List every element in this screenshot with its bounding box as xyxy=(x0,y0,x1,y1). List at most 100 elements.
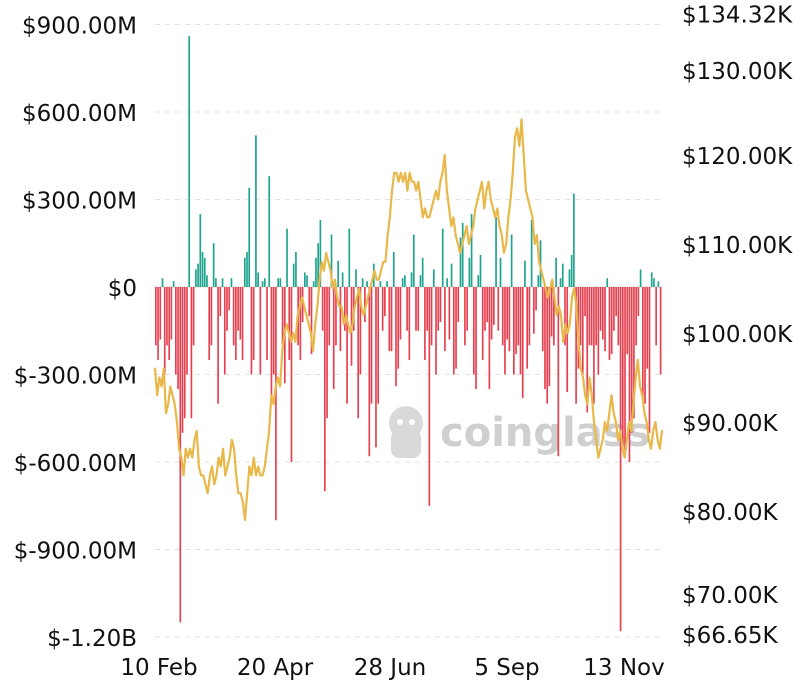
outflow-bar xyxy=(635,287,637,346)
outflow-bar xyxy=(444,287,446,352)
inflow-bar xyxy=(477,275,480,287)
right-tick-label: $80.00K xyxy=(682,500,778,526)
outflow-bar xyxy=(364,287,366,322)
inflow-bar xyxy=(573,193,575,287)
outflow-bar xyxy=(157,287,159,360)
outflow-bar xyxy=(381,287,384,331)
outflow-bar xyxy=(504,287,506,375)
outflow-bar xyxy=(633,287,635,419)
outflow-bar xyxy=(564,287,566,346)
inflow-bar xyxy=(461,222,464,287)
inflow-bar xyxy=(392,252,395,287)
inflow-bar xyxy=(468,257,471,287)
inflow-bar xyxy=(348,228,351,287)
left-tick-label: $600.00M xyxy=(22,101,137,127)
outflow-bar xyxy=(290,287,293,462)
inflow-bar xyxy=(161,278,164,287)
outflow-bar xyxy=(557,287,560,457)
outflow-bar xyxy=(595,287,597,346)
inflow-bar xyxy=(286,228,288,287)
left-tick-label: $900.00M xyxy=(22,14,137,40)
inflow-bar xyxy=(243,257,246,287)
outflow-bar xyxy=(252,287,255,360)
outflow-bar xyxy=(484,287,486,331)
outflow-bar xyxy=(357,287,360,419)
outflow-bar xyxy=(181,287,184,433)
left-tick-label: $-600.00M xyxy=(14,451,137,477)
outflow-bar xyxy=(339,287,342,352)
outflow-bar xyxy=(217,287,219,404)
inflow-bar xyxy=(568,269,571,287)
outflow-bar xyxy=(272,287,275,375)
outflow-bar xyxy=(301,287,304,322)
outflow-bar xyxy=(466,287,468,331)
outflow-bar xyxy=(513,287,515,375)
inflow-bar xyxy=(188,36,191,287)
inflow-bar xyxy=(495,217,497,287)
outflow-bar xyxy=(604,287,606,352)
right-tick-label: $90.00K xyxy=(682,411,778,437)
outflow-bar xyxy=(370,287,373,404)
outflow-bar xyxy=(455,287,457,369)
outflow-bar xyxy=(437,287,440,331)
x-tick-label: 10 Feb xyxy=(120,655,197,681)
outflow-bar xyxy=(533,287,535,334)
outflow-bar xyxy=(399,287,402,340)
outflow-bar xyxy=(486,287,488,322)
inflow-bar xyxy=(248,187,251,287)
outflow-bar xyxy=(508,287,511,352)
outflow-bar xyxy=(237,287,239,331)
outflow-bar xyxy=(368,287,371,457)
outflow-bar xyxy=(275,287,277,521)
outflow-bar xyxy=(166,287,168,346)
inflow-bar xyxy=(421,257,424,287)
left-tick-label: $300.00M xyxy=(22,189,137,215)
outflow-bar xyxy=(308,287,311,317)
outflow-bar xyxy=(192,287,195,346)
outflow-bar xyxy=(332,287,335,390)
outflow-bar xyxy=(586,287,589,413)
outflow-bar xyxy=(397,287,400,369)
outflow-bar xyxy=(241,287,244,360)
outflow-bar xyxy=(346,287,348,404)
outflow-bar xyxy=(613,287,615,331)
outflow-bar xyxy=(521,287,524,398)
inflow-bar xyxy=(203,257,206,287)
inflow-bar xyxy=(510,234,513,287)
outflow-bar xyxy=(617,287,620,346)
inflow-bar xyxy=(279,278,282,287)
outflow-bar xyxy=(175,287,177,375)
outflow-bar xyxy=(228,287,231,311)
outflow-bar xyxy=(575,287,577,404)
outflow-bar xyxy=(497,287,500,331)
outflow-bar xyxy=(406,287,408,331)
outflow-bar xyxy=(384,287,386,317)
right-tick-label: $130.00K xyxy=(682,59,793,85)
outflow-bar xyxy=(624,287,626,451)
right-tick-label: $134.32K xyxy=(682,3,793,29)
outflow-bar xyxy=(593,287,595,404)
line-layer xyxy=(153,118,664,521)
inflow-bar xyxy=(221,278,224,287)
outflow-bar xyxy=(163,287,166,375)
outflow-bar xyxy=(626,287,629,355)
inflow-bar xyxy=(410,272,413,287)
outflow-bar xyxy=(519,287,522,375)
inflow-bar xyxy=(559,278,562,287)
outflow-bar xyxy=(299,287,302,360)
outflow-bar xyxy=(544,287,546,390)
outflow-bar xyxy=(621,287,624,448)
outflow-bar xyxy=(488,287,491,390)
outflow-bar xyxy=(548,287,551,387)
inflow-bar xyxy=(419,275,422,287)
outflow-bar xyxy=(435,287,437,375)
outflow-bar xyxy=(375,287,377,448)
outflow-bar xyxy=(506,287,509,340)
outflow-bar xyxy=(177,287,179,390)
outflow-bar xyxy=(641,287,644,398)
x-tick-label: 20 Apr xyxy=(237,655,314,681)
inflow-bar xyxy=(319,219,322,287)
outflow-bar xyxy=(235,287,237,360)
